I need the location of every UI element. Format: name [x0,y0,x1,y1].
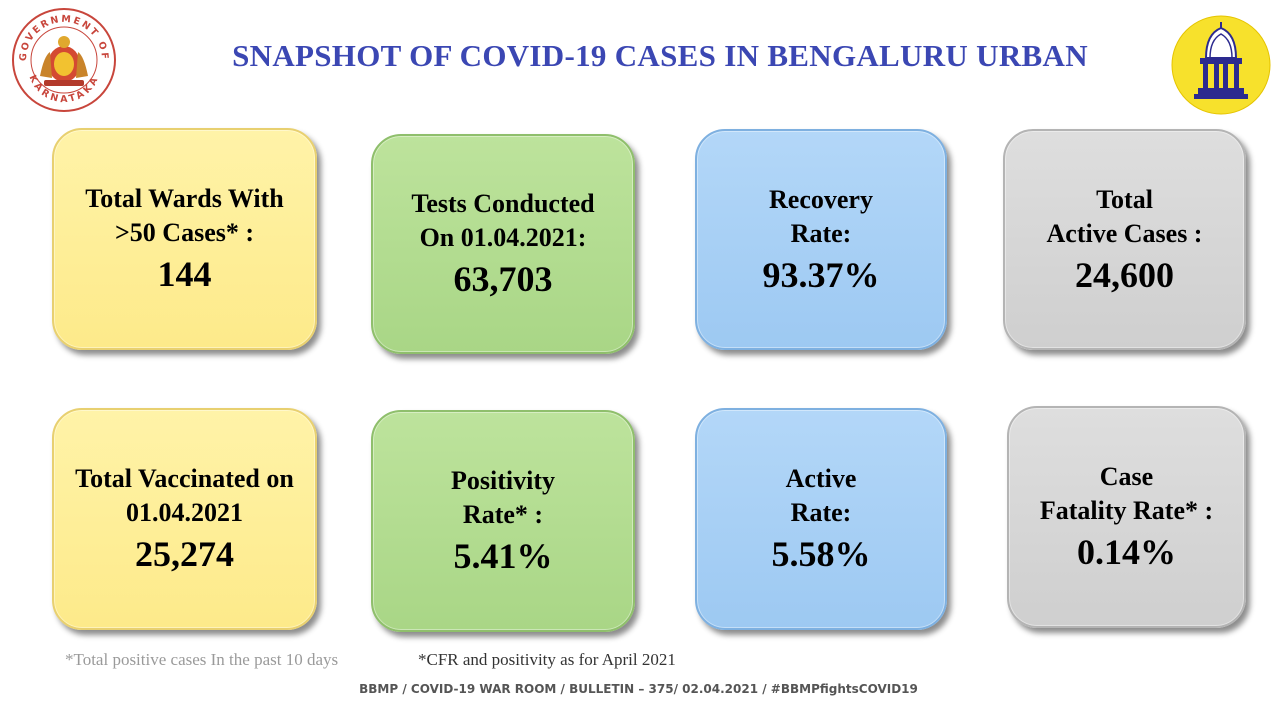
card-value: 144 [157,254,212,294]
card-value: 24,600 [1075,254,1174,295]
page-title: SNAPSHOT OF COVID-19 CASES IN BENGALURU … [232,38,1088,73]
card-positivity-rate: Positivity Rate* : 5.41% [371,410,635,632]
card-label: >50 Cases* : [114,218,255,247]
card-label: Recovery [769,184,873,214]
card-label: Rate: [790,498,852,527]
bbmp-emblem-icon [1171,15,1271,115]
card-label: Total [1096,184,1153,214]
card-value: 25,274 [135,534,234,574]
card-total-vaccinated: Total Vaccinated on 01.04.2021 25,274 [52,408,317,630]
card-active-rate: Active Rate: 5.58% [695,408,947,630]
card-label: Total Wards With [85,184,284,213]
card-case-fatality-rate: Case Fatality Rate* : 0.14% [1007,406,1246,628]
card-value: 5.41% [453,536,553,576]
card-label: Active [785,464,857,493]
card-label: Fatality Rate* : [1039,496,1214,525]
card-label: Rate* : [462,500,544,529]
karnataka-emblem-icon: GOVERNMENT OF KARNATAKA [12,8,116,112]
card-wards-over-50: Total Wards With >50 Cases* : 144 [52,128,317,350]
card-label: Tests Conducted [411,189,595,218]
card-label: Total Vaccinated on [75,464,294,493]
card-total-active-cases: Total Active Cases : 24,600 [1003,129,1246,350]
card-recovery-rate: Recovery Rate: 93.37% [695,129,947,350]
card-value: 63,703 [453,259,553,299]
card-label: Case [1099,462,1154,491]
card-value: 0.14% [1077,532,1176,572]
footnote-cfr: *CFR and positivity as for April 2021 [418,650,676,669]
card-label: 01.04.2021 [126,498,243,527]
card-label: Rate: [790,218,852,248]
card-tests-conducted: Tests Conducted On 01.04.2021: 63,703 [371,134,635,354]
card-label: Active Cases : [1046,218,1203,248]
card-value: 5.58% [771,534,871,574]
card-label: Positivity [451,466,555,495]
card-label: On 01.04.2021: [419,223,587,252]
footnote-wards: *Total positive cases In the past 10 day… [65,650,339,669]
bulletin-footer: BBMP / COVID-19 WAR ROOM / BULLETIN – 37… [359,682,918,696]
card-value: 93.37% [762,254,880,295]
